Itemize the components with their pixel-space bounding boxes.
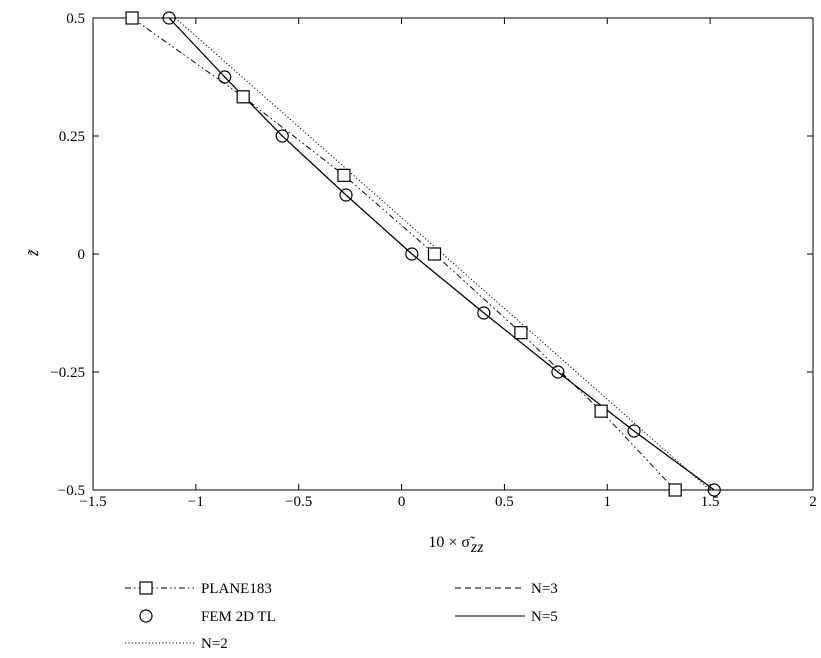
legend-item-n-3: N=3	[455, 581, 558, 597]
legend-label: N=3	[531, 581, 558, 597]
y-tick-label: 0.25	[59, 129, 85, 145]
x-tick-label: −0.5	[285, 494, 312, 510]
legend-label: N=2	[201, 636, 228, 652]
legend-marker-square	[139, 581, 153, 595]
point-marker-square	[427, 247, 442, 261]
point-marker-square	[236, 90, 250, 104]
x-tick-label: −1.5	[79, 494, 106, 510]
point-marker-circle	[707, 483, 721, 497]
point-marker-square	[337, 168, 351, 182]
series-line-plane183	[131, 17, 676, 491]
point-marker-circle	[405, 247, 419, 261]
series-line-n-2	[174, 17, 711, 491]
legend-item-fem-2d-tl: FEM 2D TL	[139, 609, 276, 625]
marker-layer	[125, 11, 721, 497]
plot-frame	[92, 17, 814, 491]
legend-item-plane183: PLANE183	[125, 581, 272, 597]
point-marker-circle	[218, 70, 232, 84]
point-marker-circle	[627, 424, 641, 438]
legend-label: FEM 2D TL	[201, 609, 276, 625]
x-tick-label: 1	[604, 494, 612, 510]
x-axis-label-subscript: zz	[470, 539, 484, 556]
legend-label: N=5	[531, 609, 558, 625]
x-tick-label: 0.5	[495, 494, 514, 510]
x-tick-label: −1	[188, 494, 204, 510]
x-tick-label: 0	[398, 494, 406, 510]
point-marker-circle	[551, 365, 565, 379]
point-marker-circle	[162, 11, 176, 25]
ticks: −1.5 −1 −0.5 0 0.5 1 1.5 2 −0.5 −0.25 0 0.25 0.5	[50, 11, 816, 510]
legend-marker-circle	[139, 609, 153, 623]
y-tick-label: −0.25	[50, 365, 85, 381]
x-axis-label: 10 × σ̃	[428, 534, 476, 551]
point-marker-square	[668, 483, 682, 497]
legend: PLANE183 FEM 2D TL N=2 N=3 N=5	[125, 581, 558, 652]
y-tick-label: −0.5	[58, 483, 85, 499]
x-tick-label: 2	[809, 494, 817, 510]
y-tick-label: 0	[78, 247, 86, 263]
y-axis-label: z̃	[25, 249, 42, 257]
legend-item-n-5: N=5	[455, 609, 558, 625]
legend-label: PLANE183	[201, 581, 272, 597]
legend-item-n-2: N=2	[125, 636, 228, 652]
point-marker-square	[125, 11, 139, 25]
series-line-n-3	[168, 17, 715, 491]
series-line-n-5	[168, 17, 715, 491]
series-layer	[131, 17, 715, 491]
x-tick-label: 1.5	[701, 494, 720, 510]
point-marker-circle	[339, 188, 353, 202]
point-marker-square	[514, 326, 528, 340]
point-marker-circle	[275, 129, 289, 143]
point-marker-circle	[477, 306, 491, 320]
point-marker-square	[594, 404, 608, 418]
y-tick-label: 0.5	[66, 11, 85, 27]
